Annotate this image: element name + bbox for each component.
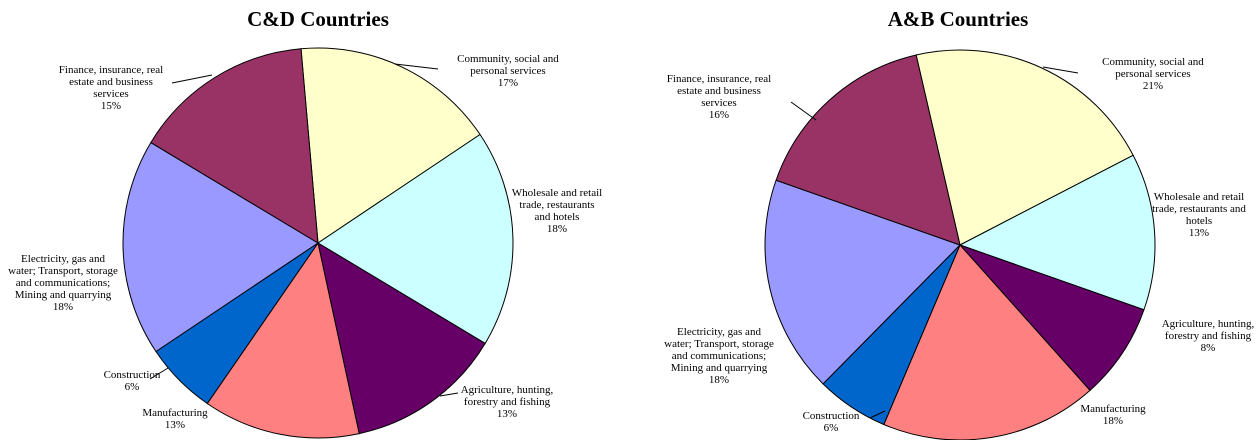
- slice-category: trade, restaurants: [519, 199, 594, 211]
- leader-line: [869, 410, 886, 419]
- slice-percent: 17%: [498, 77, 518, 89]
- leader-line: [790, 101, 817, 121]
- pie-slices: [122, 47, 514, 439]
- slice-category: Mining and quarrying: [671, 362, 768, 374]
- slice-label: Wholesale and retail trade, restaurants a…: [1152, 191, 1246, 239]
- slice-label: Finance, insurance, real estate and busin…: [59, 64, 163, 112]
- slice-label: Community, social and personal services 17…: [457, 53, 559, 89]
- slice-category: water; Transport, storage: [664, 338, 774, 350]
- pie-slice: [959, 244, 1145, 392]
- slice-category: Electricity, gas and: [21, 253, 105, 265]
- slice-category: Mining and quarrying: [15, 289, 112, 301]
- slice-percent: 16%: [709, 109, 729, 121]
- pie-slice: [317, 133, 514, 345]
- slice-category: personal services: [1115, 68, 1190, 80]
- slice-percent: 8%: [1201, 342, 1216, 354]
- pie-slice: [122, 141, 319, 353]
- slice-category: Community, social and: [457, 53, 559, 65]
- slice-category: Agriculture, hunting,: [1162, 318, 1255, 330]
- slice-percent: 6%: [125, 381, 140, 393]
- slice-label: Agriculture, hunting, forestry and fishin…: [1162, 318, 1255, 354]
- pie-slice: [915, 49, 1134, 246]
- pie-slice: [883, 244, 1091, 440]
- slice-category: Wholesale and retail: [1154, 191, 1244, 203]
- leader-line: [149, 367, 169, 380]
- pie-slice: [300, 47, 481, 244]
- pie-slice: [775, 54, 961, 246]
- pie-slice: [958, 154, 1156, 311]
- slice-label: Manufacturing 13%: [142, 407, 208, 431]
- slice-label: Electricity, gas and water; Transport, st…: [8, 253, 118, 313]
- pie-slice: [150, 48, 319, 244]
- slice-category: and hotels: [535, 211, 580, 223]
- slice-labels: Community, social and personal services 17…: [8, 53, 602, 431]
- slice-category: Finance, insurance, real: [667, 73, 771, 85]
- slice-percent: 18%: [53, 301, 73, 313]
- leader-line: [1042, 66, 1079, 74]
- slice-percent: 13%: [497, 408, 517, 420]
- slice-category: estate and business: [677, 85, 761, 97]
- slice-category: Wholesale and retail: [512, 187, 602, 199]
- pie-chart-ab-countries: A&B Countries Community, social and perso…: [664, 7, 1255, 440]
- slice-category: Manufacturing: [142, 407, 208, 419]
- slice-category: and communications;: [16, 277, 110, 289]
- slice-label: Agriculture, hunting, forestry and fishin…: [461, 384, 554, 420]
- slice-percent: 18%: [1103, 415, 1123, 427]
- leader-line: [439, 392, 459, 397]
- slice-category: and communications;: [672, 350, 766, 362]
- slice-label: Electricity, gas and water; Transport, st…: [664, 326, 774, 386]
- leader-line: [171, 74, 213, 84]
- slice-percent: 21%: [1143, 80, 1163, 92]
- slice-category: Manufacturing: [1080, 403, 1146, 415]
- pie-slice: [764, 179, 961, 385]
- slice-category: estate and business: [69, 76, 153, 88]
- slice-category: trade, restaurants and: [1152, 203, 1246, 215]
- slice-category: services: [93, 88, 128, 100]
- leader-line: [394, 63, 439, 70]
- slice-category: Agriculture, hunting,: [461, 384, 554, 396]
- slice-percent: 6%: [824, 422, 839, 434]
- slice-category: Construction: [803, 410, 860, 422]
- pie-chart-cd-countries: C&D Countries Community, social and perso…: [8, 7, 602, 439]
- slice-label: Manufacturing 18%: [1080, 403, 1146, 427]
- slice-label: Wholesale and retail trade, restaurants an…: [512, 187, 602, 235]
- slice-percent: 15%: [101, 100, 121, 112]
- slice-label: Construction 6%: [104, 369, 161, 393]
- slice-label: Finance, insurance, real estate and busin…: [667, 73, 771, 121]
- slice-category: forestry and fishing: [464, 396, 551, 408]
- slice-percent: 13%: [165, 419, 185, 431]
- slice-percent: 18%: [709, 374, 729, 386]
- slice-label: Construction 6%: [803, 410, 860, 434]
- slice-label: Community, social and personal services 21…: [1102, 56, 1204, 92]
- pie-slices: [764, 49, 1156, 440]
- pie-slice: [206, 241, 360, 439]
- slice-category: Electricity, gas and: [677, 326, 761, 338]
- slice-category: forestry and fishing: [1165, 330, 1252, 342]
- slice-category: services: [701, 97, 736, 109]
- slice-percent: 13%: [1189, 227, 1209, 239]
- slice-category: Finance, insurance, real: [59, 64, 163, 76]
- chart-title: A&B Countries: [888, 7, 1029, 31]
- slice-category: Community, social and: [1102, 56, 1204, 68]
- slice-category: Construction: [104, 369, 161, 381]
- slice-category: hotels: [1186, 215, 1212, 227]
- slice-percent: 18%: [547, 223, 567, 235]
- chart-title: C&D Countries: [247, 7, 389, 31]
- pie-slice: [317, 241, 486, 435]
- slice-labels: Community, social and personal services 21…: [664, 56, 1254, 434]
- slice-category: water; Transport, storage: [8, 265, 118, 277]
- slice-category: personal services: [470, 65, 545, 77]
